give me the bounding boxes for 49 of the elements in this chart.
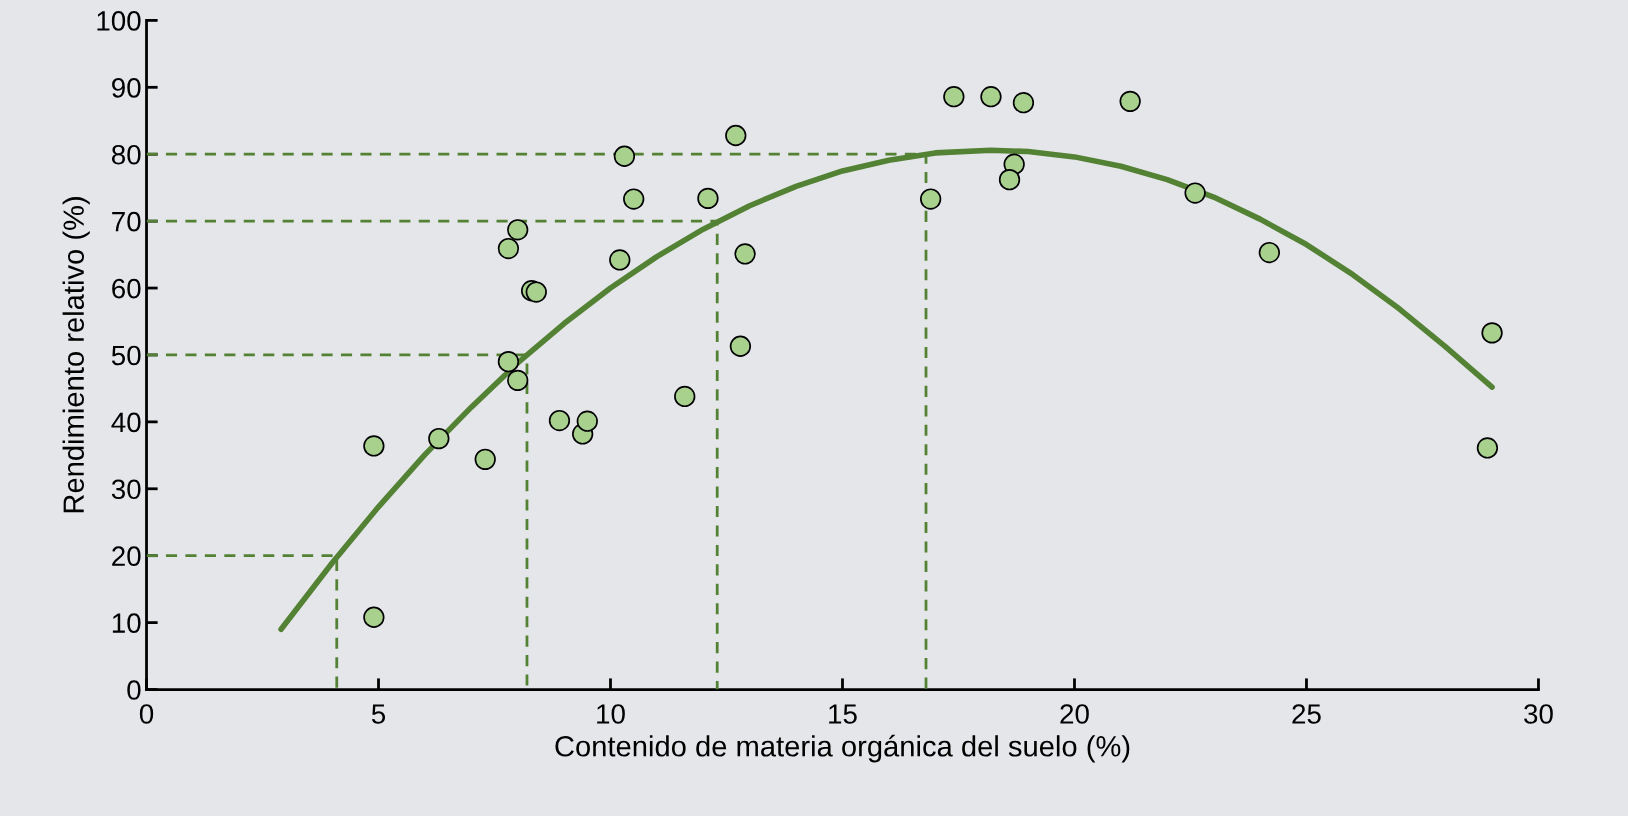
point: [507, 369, 529, 392]
point: [1476, 437, 1499, 459]
point: [1012, 92, 1035, 114]
x-tick-label: 15: [829, 704, 857, 724]
point: [363, 435, 385, 457]
point: [474, 448, 496, 470]
point: [525, 281, 547, 303]
y-tick-label: 90: [112, 77, 141, 98]
point: [497, 237, 520, 260]
y-tick-label: 60: [112, 278, 141, 299]
point: [428, 427, 450, 450]
point: [919, 188, 942, 210]
x-tick-label: 20: [1060, 704, 1089, 724]
point: [1184, 182, 1206, 204]
point: [623, 188, 645, 210]
x-tick-label: 25: [1292, 704, 1321, 724]
point: [613, 145, 636, 167]
point: [363, 606, 385, 628]
point: [943, 86, 965, 108]
point: [725, 124, 747, 147]
point: [497, 350, 520, 373]
point: [697, 187, 719, 210]
x-tick-label: 10: [597, 704, 625, 724]
point: [609, 249, 631, 271]
point: [734, 243, 756, 265]
point: [548, 409, 571, 432]
y-tick-label: 0: [127, 680, 141, 700]
point: [1481, 322, 1503, 344]
y-tick-label: 70: [112, 211, 141, 232]
y-tick-label: 80: [111, 144, 141, 165]
y-tick-label: 20: [112, 546, 141, 567]
point: [674, 385, 696, 408]
y-tick-label: 50: [111, 345, 141, 366]
y-tick-label: 100: [97, 11, 141, 31]
x-tick-label: 5: [371, 704, 386, 724]
y-tick-label: 30: [111, 479, 141, 500]
y-tick-label: 40: [111, 412, 141, 433]
x-tick-label: 30: [1524, 704, 1553, 724]
x-axis-title: Contenido de materia orgánica del suelo (%): [555, 734, 1130, 763]
y-axis-title: Rendimiento relativo (%): [62, 197, 90, 513]
point: [507, 219, 529, 241]
point: [729, 335, 752, 357]
point: [1258, 241, 1281, 264]
x-tick-label: 0: [139, 704, 154, 724]
point: [980, 86, 1002, 108]
point: [576, 410, 598, 432]
y-tick-label: 10: [112, 613, 141, 633]
point: [998, 168, 1021, 191]
point: [1119, 90, 1141, 113]
